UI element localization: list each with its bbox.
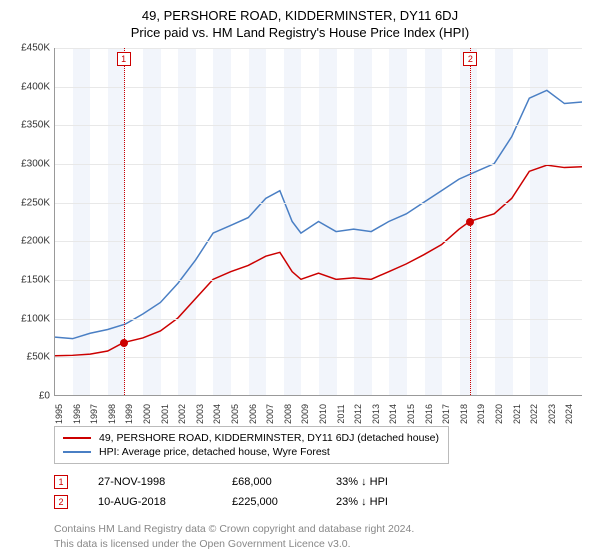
x-axis-tick-label: 2011	[336, 404, 346, 423]
gridline-horizontal	[55, 357, 582, 358]
sales-row: 2 10-AUG-2018 £225,000 23% ↓ HPI	[54, 492, 590, 512]
y-axis-labels: £0£50K£100K£150K£200K£250K£300K£350K£400…	[10, 48, 52, 396]
chart-title-address: 49, PERSHORE ROAD, KIDDERMINSTER, DY11 6…	[10, 8, 590, 23]
line-svg	[55, 48, 582, 395]
sales-date: 10-AUG-2018	[98, 496, 208, 508]
y-axis-tick-label: £200K	[21, 236, 50, 247]
legend-box: 49, PERSHORE ROAD, KIDDERMINSTER, DY11 6…	[54, 426, 449, 464]
x-axis-tick-label: 2006	[248, 404, 258, 424]
x-axis-tick-label: 2005	[230, 404, 240, 424]
series-line-property	[55, 165, 582, 356]
y-axis-tick-label: £250K	[21, 197, 50, 208]
x-axis-tick-label: 2009	[300, 404, 310, 424]
legend-swatch	[63, 437, 91, 439]
x-axis-tick-label: 2015	[406, 404, 416, 424]
legend-label: HPI: Average price, detached house, Wyre…	[99, 446, 330, 458]
x-axis-tick-label: 2017	[441, 404, 451, 424]
title-block: 49, PERSHORE ROAD, KIDDERMINSTER, DY11 6…	[10, 8, 590, 40]
x-axis-tick-label: 2023	[547, 404, 557, 424]
gridline-horizontal	[55, 241, 582, 242]
x-axis-tick-label: 2007	[265, 404, 275, 424]
gridline-horizontal	[55, 280, 582, 281]
gridline-horizontal	[55, 319, 582, 320]
legend-row: 49, PERSHORE ROAD, KIDDERMINSTER, DY11 6…	[63, 431, 440, 445]
sales-delta: 23% ↓ HPI	[336, 496, 388, 508]
series-line-hpi	[55, 90, 582, 338]
x-axis-tick-label: 1996	[72, 404, 82, 424]
x-axis-tick-label: 2021	[512, 404, 522, 424]
gridline-horizontal	[55, 203, 582, 204]
y-axis-tick-label: £400K	[21, 81, 50, 92]
sale-marker-box: 2	[463, 52, 477, 66]
sales-delta: 33% ↓ HPI	[336, 476, 388, 488]
x-axis-tick-label: 2003	[195, 404, 205, 424]
y-axis-tick-label: £50K	[27, 352, 50, 363]
x-axis-tick-label: 2001	[160, 404, 170, 424]
x-axis-tick-label: 2013	[371, 404, 381, 424]
sales-price: £225,000	[232, 496, 312, 508]
sales-price: £68,000	[232, 476, 312, 488]
chart-subtitle: Price paid vs. HM Land Registry's House …	[10, 25, 590, 40]
x-axis-tick-label: 2018	[459, 404, 469, 424]
x-axis-tick-label: 2019	[476, 404, 486, 424]
x-axis-tick-label: 1997	[89, 404, 99, 424]
sales-row: 1 27-NOV-1998 £68,000 33% ↓ HPI	[54, 472, 590, 492]
legend-swatch	[63, 451, 91, 453]
x-axis-tick-label: 2008	[283, 404, 293, 424]
plot-area: £0 £50K £100K £150K £200K £250K £300K £350K £400…	[10, 48, 590, 418]
sales-marker: 2	[54, 495, 68, 509]
sale-marker-box: 1	[117, 52, 131, 66]
y-axis-tick-label: £450K	[21, 43, 50, 54]
y-axis-tick-label: £150K	[21, 275, 50, 286]
footer-attribution: Contains HM Land Registry data © Crown c…	[54, 522, 590, 551]
x-axis-tick-label: 2010	[318, 404, 328, 424]
legend-row: HPI: Average price, detached house, Wyre…	[63, 445, 440, 459]
sales-date: 27-NOV-1998	[98, 476, 208, 488]
legend-label: 49, PERSHORE ROAD, KIDDERMINSTER, DY11 6…	[99, 432, 439, 444]
chart-container: 49, PERSHORE ROAD, KIDDERMINSTER, DY11 6…	[0, 0, 600, 559]
x-axis-tick-label: 2020	[494, 404, 504, 424]
x-axis-tick-label: 1998	[107, 404, 117, 424]
sales-marker: 1	[54, 475, 68, 489]
footer-line-1: Contains HM Land Registry data © Crown c…	[54, 522, 590, 537]
x-axis-tick-label: 2004	[212, 404, 222, 424]
gridline-horizontal	[55, 48, 582, 49]
x-axis-tick-label: 1995	[54, 404, 64, 424]
footer-line-2: This data is licensed under the Open Gov…	[54, 537, 590, 552]
x-axis-tick-label: 2012	[353, 404, 363, 424]
y-axis-tick-label: £300K	[21, 159, 50, 170]
x-axis-tick-label: 2022	[529, 404, 539, 424]
x-axis-tick-label: 2002	[177, 404, 187, 424]
y-axis-tick-label: £350K	[21, 120, 50, 131]
gridline-horizontal	[55, 125, 582, 126]
x-axis-tick-label: 2016	[424, 404, 434, 424]
y-axis-tick-label: £100K	[21, 313, 50, 324]
y-axis-tick-label: £0	[39, 391, 50, 402]
x-axis-tick-label: 2014	[388, 404, 398, 424]
plot-region: 12	[54, 48, 582, 396]
x-axis-tick-label: 2024	[564, 404, 574, 424]
x-axis-labels: 1995199619971998199920002001200220032004…	[54, 396, 582, 418]
sale-dot	[466, 218, 474, 226]
x-axis-tick-label: 1999	[124, 404, 134, 424]
sale-dot	[120, 339, 128, 347]
gridline-horizontal	[55, 87, 582, 88]
x-axis-tick-label: 2000	[142, 404, 152, 424]
sales-table: 1 27-NOV-1998 £68,000 33% ↓ HPI 2 10-AUG-2018…	[54, 472, 590, 512]
gridline-horizontal	[55, 164, 582, 165]
